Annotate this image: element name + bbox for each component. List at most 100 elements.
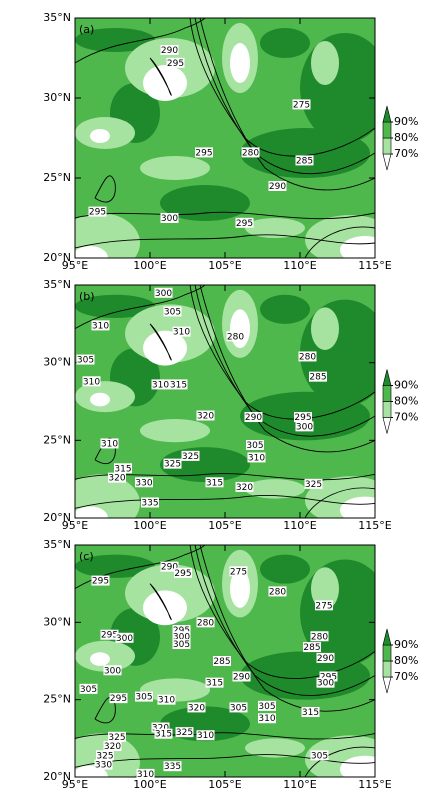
x-tick-label: 110°E	[283, 778, 316, 791]
x-tick-label: 95°E	[62, 519, 88, 532]
contour-label: 285	[309, 373, 326, 383]
contour-label: 330	[135, 478, 152, 488]
contour-label: 310	[101, 439, 118, 449]
map-panel: 95°E 100°E 105°E 110°E 115°E 20°N 25°N 30°N 35°N…	[43, 278, 418, 532]
contour-label-box	[108, 731, 126, 742]
contour-label: 280	[299, 352, 316, 362]
contour-label-box	[109, 693, 128, 704]
contour-label: 295	[110, 694, 127, 704]
contour-label: 280	[227, 332, 244, 342]
contour-label-box	[196, 410, 215, 421]
contour-label: 290	[161, 563, 178, 573]
contour-label-box	[246, 439, 264, 450]
contour-label-box	[79, 683, 98, 694]
contour-label-box	[174, 567, 192, 578]
colorbar-label: 80%	[394, 131, 418, 144]
contour-label-box	[115, 632, 134, 643]
contour-label: 300	[296, 422, 313, 432]
contour-label: 320	[197, 411, 214, 421]
contour-label-box	[268, 181, 287, 191]
contour-label-box	[244, 412, 263, 423]
colorbar-label: 70%	[394, 411, 418, 424]
x-tick-label: 110°E	[283, 519, 316, 532]
contour-label-box	[319, 671, 338, 682]
y-tick-label: 35°N	[43, 278, 71, 291]
field	[75, 18, 375, 258]
colorbar-segment	[382, 385, 392, 402]
contour-label-box	[160, 45, 179, 55]
contour-label: 315	[155, 730, 172, 740]
colorbar-label: 90%	[394, 638, 418, 651]
colorbar-segment	[382, 644, 392, 662]
colorbar-label: 90%	[394, 115, 418, 128]
x-tick-label: 105°E	[208, 519, 241, 532]
contour-label-box	[294, 412, 312, 423]
contour-label-box	[258, 713, 276, 724]
contour-label: 295	[174, 569, 191, 579]
y-tick-label: 30°N	[43, 91, 71, 104]
contour-label: 325	[176, 728, 193, 738]
contour-label-box	[88, 206, 107, 217]
x-tick-label: 95°E	[62, 778, 88, 791]
field	[75, 285, 375, 519]
y-tick-label: 35°N	[43, 538, 71, 551]
colorbar-segment	[382, 660, 392, 678]
contour-label-box	[229, 566, 248, 577]
contour-label-box	[100, 629, 119, 640]
contour-label-box	[309, 371, 327, 382]
contour-label: 300	[104, 666, 121, 676]
y-tick-label: 20°N	[43, 511, 71, 524]
contour-label-box	[301, 707, 320, 718]
contour-label: 320	[188, 703, 205, 713]
contour-label: 300	[116, 634, 133, 644]
map-panel: 95°E 100°E 105°E 110°E 115°E 20°N 25°N 30°N 35°N…	[43, 11, 418, 272]
contour-label: 310	[158, 696, 175, 706]
contour-label-box	[166, 57, 185, 68]
colorbar-segment	[382, 417, 392, 434]
contour-label-box	[135, 477, 153, 488]
contour-label-box	[136, 768, 155, 779]
y-tick-label: 30°N	[43, 356, 71, 369]
contour-label: 305	[258, 702, 275, 712]
colorbar-label: 80%	[394, 395, 418, 408]
contour-label: 275	[293, 100, 310, 110]
contour-label-box	[172, 625, 191, 636]
contour-label-box	[181, 450, 200, 461]
contour-label: 300	[317, 679, 334, 689]
contour-label-box	[247, 452, 266, 463]
contour-label: 305	[246, 441, 263, 451]
contour-label-box	[163, 761, 182, 772]
y-tick-label: 20°N	[43, 770, 71, 783]
contour-label: 325	[164, 460, 181, 470]
contour-label: 305	[135, 693, 152, 703]
contour-label: 305	[230, 703, 247, 713]
contour-label: 295	[320, 672, 337, 682]
contour-label-box	[91, 320, 110, 331]
contour-label-box	[298, 351, 317, 362]
x-tick-label: 95°E	[62, 259, 88, 272]
colorbar-segment	[382, 153, 392, 171]
contour-label-box	[316, 677, 335, 688]
contour-label: 280	[197, 618, 214, 628]
contour-label: 310	[152, 380, 169, 390]
contour-label: 315	[206, 679, 223, 689]
contour-label-box	[96, 750, 114, 761]
contour-label-box	[310, 631, 329, 642]
contour-label-box	[141, 497, 159, 508]
contour-label: 310	[137, 770, 154, 780]
contour-label: 295	[167, 59, 184, 69]
colorbar-label: 90%	[394, 379, 418, 392]
contour-label-box	[310, 750, 329, 761]
contour-label: 320	[108, 474, 125, 484]
contour-label-box	[160, 213, 179, 223]
contour-label: 305	[311, 751, 328, 761]
contour-label: 325	[305, 480, 322, 490]
contour-label: 310	[248, 453, 265, 463]
contour-label-box	[108, 472, 126, 483]
contour-label-box	[295, 155, 314, 166]
contour-label: 320	[104, 742, 121, 752]
colorbar-label: 70%	[394, 147, 418, 160]
x-tick-label: 110°E	[283, 259, 316, 272]
contour-label: 325	[182, 452, 199, 462]
contour-label-box	[241, 147, 260, 158]
